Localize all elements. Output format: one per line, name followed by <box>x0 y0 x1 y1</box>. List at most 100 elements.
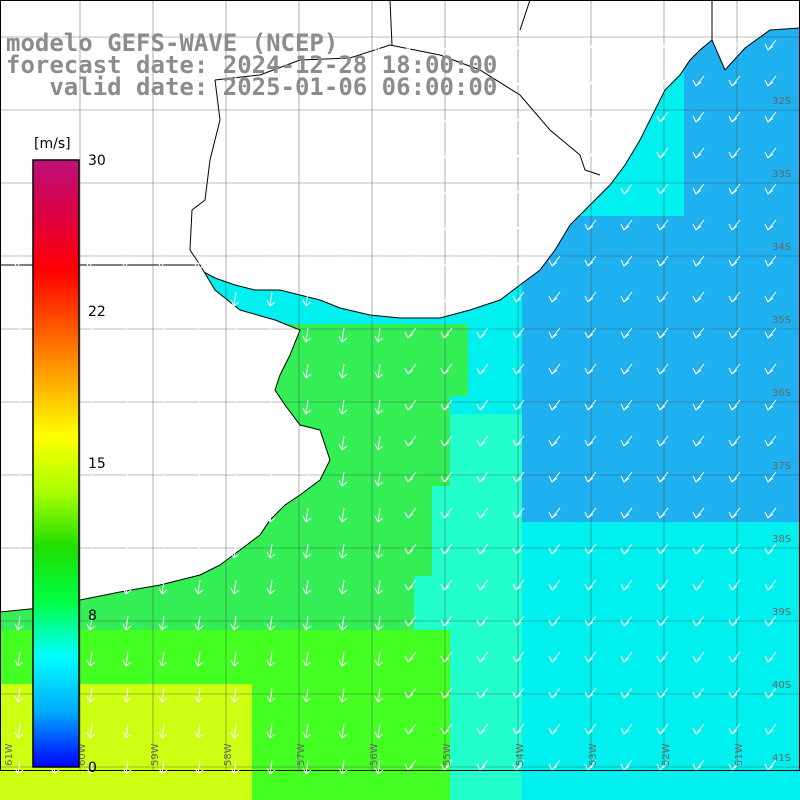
wind-arrow <box>728 651 741 663</box>
field-cell <box>558 288 576 306</box>
field-cell <box>774 702 792 720</box>
field-cell <box>630 558 648 576</box>
field-cell <box>306 558 324 576</box>
field-cell <box>342 432 360 450</box>
field-cell <box>126 792 144 800</box>
field-cell <box>630 216 648 234</box>
field-cell <box>666 126 684 144</box>
field-cell <box>792 450 800 468</box>
field-cell <box>774 720 792 738</box>
wind-arrow <box>692 183 705 195</box>
field-cell <box>594 540 612 558</box>
wind-arrow <box>230 363 240 379</box>
field-cell <box>594 576 612 594</box>
field-cell <box>522 648 540 666</box>
field-cell <box>522 684 540 702</box>
field-cell <box>198 720 216 738</box>
wind-arrow <box>158 327 168 343</box>
wind-arrow <box>620 363 633 375</box>
field-cell <box>504 702 522 720</box>
field-cell <box>108 774 126 792</box>
colorbar-label-22: 22 <box>88 304 106 320</box>
wind-arrow <box>122 687 132 703</box>
field-cell <box>414 684 432 702</box>
field-cell <box>234 630 252 648</box>
wind-arrow <box>548 219 561 231</box>
field-cell <box>540 630 558 648</box>
wind-arrow <box>374 147 384 163</box>
field-cell <box>648 666 666 684</box>
wind-arrow <box>692 111 705 123</box>
field-cell <box>630 450 648 468</box>
field-cell <box>450 702 468 720</box>
field-cell <box>0 702 18 720</box>
field-cell <box>702 234 720 252</box>
field-cell <box>288 702 306 720</box>
wind-arrow <box>620 507 633 519</box>
field-cell <box>342 540 360 558</box>
field-cell <box>306 342 324 360</box>
field-cell <box>306 666 324 684</box>
field-cell <box>648 126 666 144</box>
wind-arrow <box>86 759 96 775</box>
field-cell <box>630 576 648 594</box>
wind-arrow <box>404 723 417 735</box>
field-cell <box>792 648 800 666</box>
field-cell <box>18 756 36 774</box>
wind-arrow <box>338 723 348 739</box>
field-cell <box>684 792 702 800</box>
field-cell <box>558 306 576 324</box>
field-cell <box>558 720 576 738</box>
wind-arrow <box>374 615 384 631</box>
wind-arrow <box>620 579 633 591</box>
field-cell <box>612 306 630 324</box>
field-cell <box>558 576 576 594</box>
wind-arrow <box>122 399 132 415</box>
field-cell <box>702 468 720 486</box>
field-cell <box>486 414 504 432</box>
wind-arrow <box>620 147 633 159</box>
field-cell <box>504 414 522 432</box>
wind-arrow <box>302 255 312 271</box>
field-cell <box>18 720 36 738</box>
field-cell <box>360 702 378 720</box>
wind-arrow <box>122 435 132 451</box>
field-cell <box>162 684 180 702</box>
wind-arrow <box>728 255 741 267</box>
wind-arrow <box>338 183 348 199</box>
field-cell <box>414 558 432 576</box>
field-cell <box>630 162 648 180</box>
wind-arrow <box>728 327 741 339</box>
wind-arrow <box>656 183 669 195</box>
field-cell <box>36 774 54 792</box>
field-cell <box>666 432 684 450</box>
field-cell <box>684 162 702 180</box>
wind-arrow <box>158 615 168 631</box>
lon-tick-label: 60W <box>77 743 88 766</box>
field-cell <box>18 702 36 720</box>
field-cell <box>738 54 756 72</box>
wind-arrow <box>584 255 597 267</box>
wind-arrow <box>692 399 705 411</box>
field-cell <box>486 378 504 396</box>
field-cell <box>108 738 126 756</box>
field-cell <box>684 270 702 288</box>
field-cell <box>414 468 432 486</box>
wind-arrow <box>14 399 24 415</box>
wind-arrow <box>14 111 24 127</box>
wind-arrow <box>764 687 777 699</box>
field-cell <box>486 468 504 486</box>
wind-arrow <box>122 651 132 667</box>
field-cell <box>774 360 792 378</box>
field-cell <box>432 486 450 504</box>
lon-tick-label: 58W <box>223 743 234 766</box>
wind-arrow <box>302 39 312 55</box>
wind-arrow <box>266 327 276 343</box>
field-cell <box>270 648 288 666</box>
field-cell <box>522 288 540 306</box>
field-cell <box>594 432 612 450</box>
field-cell <box>774 72 792 90</box>
field-cell <box>720 306 738 324</box>
wind-arrow <box>374 183 384 199</box>
field-cell <box>504 522 522 540</box>
